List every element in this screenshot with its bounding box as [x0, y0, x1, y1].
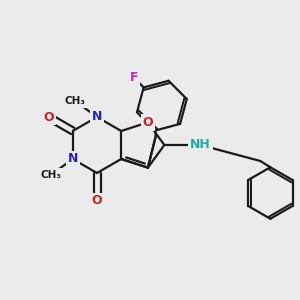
- Text: N: N: [92, 110, 102, 124]
- Text: O: O: [142, 116, 153, 129]
- Text: CH₃: CH₃: [64, 96, 86, 106]
- Text: O: O: [43, 110, 54, 124]
- Text: O: O: [92, 194, 102, 208]
- Text: F: F: [130, 71, 138, 84]
- Text: N: N: [68, 152, 78, 166]
- Text: NH: NH: [190, 139, 211, 152]
- Text: CH₃: CH₃: [40, 170, 61, 180]
